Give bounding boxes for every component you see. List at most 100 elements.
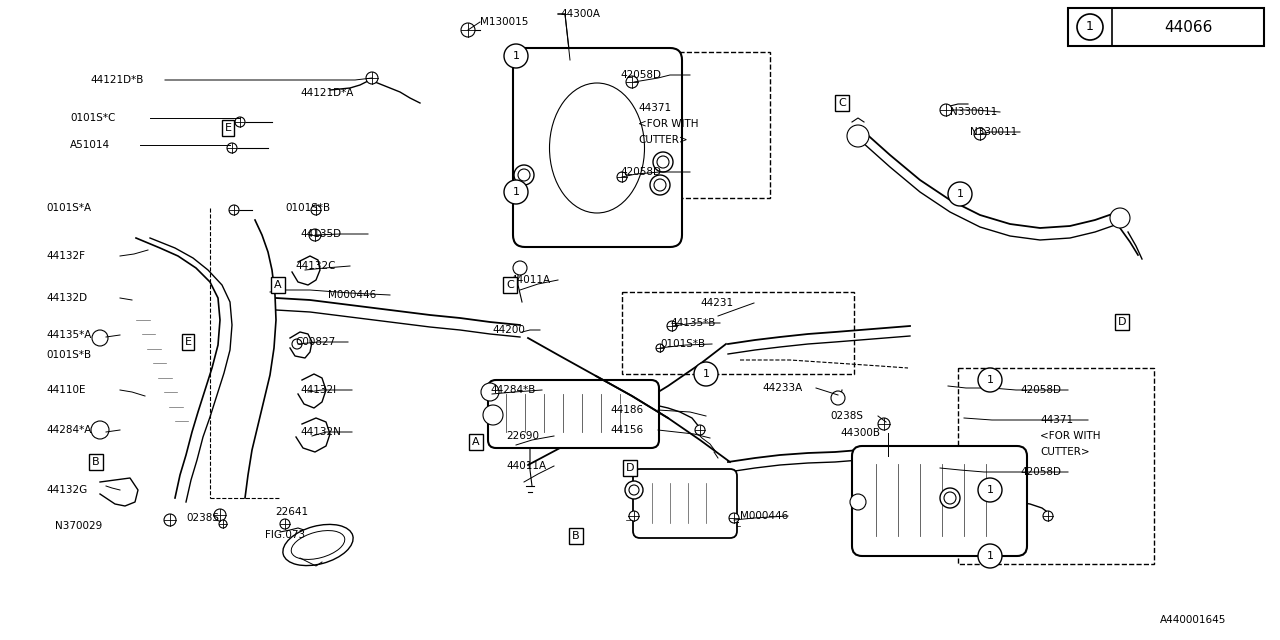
Text: 0101S*C: 0101S*C bbox=[70, 113, 115, 123]
Text: A: A bbox=[274, 280, 282, 290]
Bar bbox=[1068, 8, 1265, 46]
Text: 44156: 44156 bbox=[611, 425, 643, 435]
Text: 44121D*B: 44121D*B bbox=[90, 75, 143, 85]
Circle shape bbox=[948, 182, 972, 206]
Text: 42058D: 42058D bbox=[1020, 385, 1061, 395]
Text: 44011A: 44011A bbox=[506, 461, 547, 471]
Text: 42058D: 42058D bbox=[1020, 467, 1061, 477]
Circle shape bbox=[504, 180, 529, 204]
Text: M130015: M130015 bbox=[480, 17, 529, 27]
Circle shape bbox=[92, 330, 108, 346]
Circle shape bbox=[653, 152, 673, 172]
Circle shape bbox=[483, 405, 503, 425]
Text: 44132G: 44132G bbox=[46, 485, 87, 495]
Text: 0238S: 0238S bbox=[829, 411, 863, 421]
Circle shape bbox=[831, 391, 845, 405]
Text: 44300A: 44300A bbox=[561, 9, 600, 19]
Text: 44200: 44200 bbox=[492, 325, 525, 335]
Text: CUTTER>: CUTTER> bbox=[637, 135, 687, 145]
Text: 44132F: 44132F bbox=[46, 251, 84, 261]
Text: 42058D: 42058D bbox=[620, 70, 660, 80]
Circle shape bbox=[940, 488, 960, 508]
Circle shape bbox=[311, 205, 321, 215]
Text: 1: 1 bbox=[1085, 20, 1094, 33]
Circle shape bbox=[504, 44, 529, 68]
Bar bbox=[957, 368, 1155, 564]
Text: A440001645: A440001645 bbox=[1160, 615, 1226, 625]
Circle shape bbox=[509, 50, 522, 62]
Text: 44233A: 44233A bbox=[762, 383, 803, 393]
Text: E: E bbox=[224, 123, 232, 133]
Text: C: C bbox=[838, 98, 846, 108]
Text: 44132D: 44132D bbox=[46, 293, 87, 303]
Text: D: D bbox=[626, 463, 635, 473]
Text: 44132I: 44132I bbox=[300, 385, 337, 395]
Text: 1: 1 bbox=[987, 375, 993, 385]
Text: 44231: 44231 bbox=[700, 298, 733, 308]
Text: 0101S*B: 0101S*B bbox=[285, 203, 330, 213]
Circle shape bbox=[617, 172, 627, 182]
Text: 0101S*A: 0101S*A bbox=[46, 203, 91, 213]
Text: 44121D*A: 44121D*A bbox=[300, 88, 353, 98]
Ellipse shape bbox=[549, 83, 645, 213]
Circle shape bbox=[978, 478, 1002, 502]
Circle shape bbox=[506, 46, 526, 66]
Text: FIG.073: FIG.073 bbox=[265, 530, 305, 540]
Text: 44284*A: 44284*A bbox=[46, 425, 91, 435]
Circle shape bbox=[626, 76, 637, 88]
Text: 44371: 44371 bbox=[637, 103, 671, 113]
Circle shape bbox=[219, 520, 227, 528]
Text: 44300B: 44300B bbox=[840, 428, 881, 438]
Text: B: B bbox=[92, 457, 100, 467]
Text: 42058D: 42058D bbox=[620, 167, 660, 177]
Text: N330011: N330011 bbox=[970, 127, 1018, 137]
Text: A: A bbox=[472, 437, 480, 447]
Circle shape bbox=[481, 383, 499, 401]
Circle shape bbox=[236, 117, 244, 127]
Circle shape bbox=[657, 156, 669, 168]
Circle shape bbox=[518, 169, 530, 181]
Text: A51014: A51014 bbox=[70, 140, 110, 150]
Circle shape bbox=[628, 511, 639, 521]
Text: 44066: 44066 bbox=[1164, 19, 1212, 35]
Circle shape bbox=[978, 368, 1002, 392]
Text: 44135*A: 44135*A bbox=[46, 330, 91, 340]
Text: B: B bbox=[572, 531, 580, 541]
Text: M000446: M000446 bbox=[740, 511, 788, 521]
Text: <FOR WITH: <FOR WITH bbox=[1039, 431, 1101, 441]
Text: N370029: N370029 bbox=[55, 521, 102, 531]
Text: 44110E: 44110E bbox=[46, 385, 86, 395]
Circle shape bbox=[280, 519, 291, 529]
FancyBboxPatch shape bbox=[513, 48, 682, 247]
Circle shape bbox=[654, 179, 666, 191]
FancyBboxPatch shape bbox=[634, 469, 737, 538]
Circle shape bbox=[509, 186, 522, 198]
Circle shape bbox=[461, 23, 475, 37]
Circle shape bbox=[506, 182, 526, 202]
Text: 1: 1 bbox=[512, 187, 520, 197]
Text: 44186: 44186 bbox=[611, 405, 643, 415]
Circle shape bbox=[91, 421, 109, 439]
Text: C: C bbox=[506, 280, 513, 290]
Text: 44135*B: 44135*B bbox=[669, 318, 716, 328]
Circle shape bbox=[308, 229, 321, 241]
Text: 0101S*B: 0101S*B bbox=[46, 350, 91, 360]
Bar bbox=[622, 292, 854, 374]
Circle shape bbox=[1043, 511, 1053, 521]
Bar bbox=[598, 52, 771, 198]
Text: 1: 1 bbox=[512, 51, 520, 61]
Circle shape bbox=[1110, 208, 1130, 228]
Circle shape bbox=[974, 128, 986, 140]
FancyBboxPatch shape bbox=[852, 446, 1027, 556]
Circle shape bbox=[878, 418, 890, 430]
Circle shape bbox=[628, 485, 639, 495]
Circle shape bbox=[650, 175, 669, 195]
Text: 44132C: 44132C bbox=[294, 261, 335, 271]
Circle shape bbox=[164, 514, 177, 526]
Circle shape bbox=[513, 261, 527, 275]
Circle shape bbox=[657, 344, 664, 352]
Circle shape bbox=[227, 143, 237, 153]
Text: E: E bbox=[184, 337, 192, 347]
Text: <FOR WITH: <FOR WITH bbox=[637, 119, 699, 129]
Text: 1: 1 bbox=[987, 485, 993, 495]
